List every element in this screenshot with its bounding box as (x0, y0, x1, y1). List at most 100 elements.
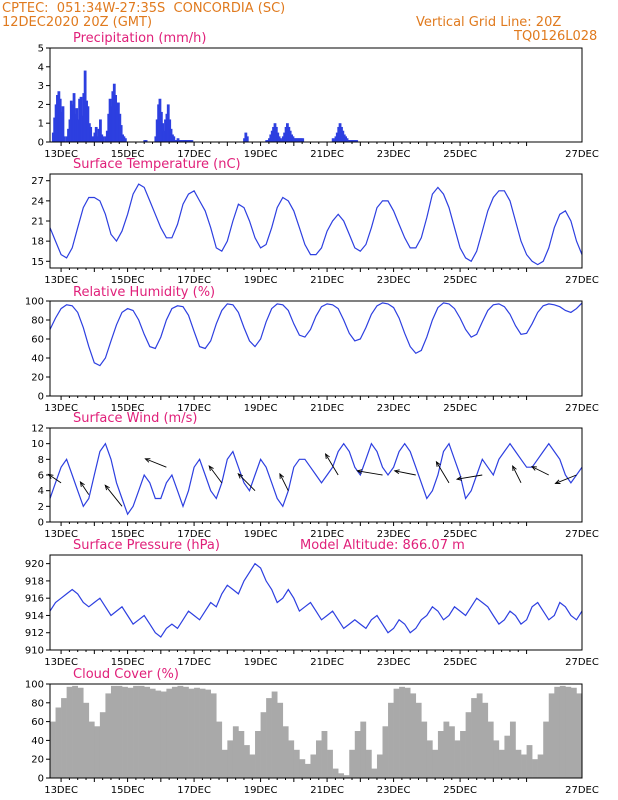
precip-x-tick-label: 27DEC (565, 149, 599, 160)
wind-vector-arrowhead (554, 479, 561, 484)
wind-vector-arrowhead (356, 469, 363, 474)
cloud-column (188, 688, 195, 778)
temp-y-tick-label: 15 (31, 257, 44, 268)
cloud-column (449, 726, 455, 778)
precip-bar (75, 108, 79, 142)
cloud-column (404, 687, 411, 778)
cloud-column (504, 735, 511, 778)
cloud-column (460, 731, 466, 778)
precip-bar (274, 126, 278, 142)
header-datetime: 12DEC2020 20Z (GMT) (2, 15, 153, 30)
cloud-x-tick-label: 25DEC (443, 785, 477, 796)
cloud-column (498, 749, 505, 778)
cloud-column (371, 768, 378, 778)
cloud-column (454, 740, 461, 778)
cloud-column (565, 686, 572, 778)
temp-y-tick-label: 21 (31, 217, 44, 228)
cloud-column (243, 745, 250, 778)
cloud-column (50, 721, 56, 778)
precip-bar (111, 91, 115, 142)
header-code: TQ0126L028 (514, 29, 598, 44)
precip-title: Precipitation (mm/h) (73, 31, 206, 46)
precip-bar (175, 140, 178, 142)
precip-bar (344, 136, 347, 142)
precip-y-tick-label: 0 (38, 138, 44, 149)
wind-x-tick-label: 21DEC (310, 529, 344, 540)
precip-bar (78, 98, 81, 142)
cloud-column (349, 749, 356, 778)
cloud-column (465, 712, 472, 778)
cloud-column (255, 731, 261, 778)
precip-bar (83, 70, 87, 142)
precip-bar (69, 100, 73, 142)
precip-bar (63, 136, 66, 142)
cloud-column (554, 686, 561, 778)
wind-vector-arrowhead (144, 458, 151, 463)
cloud-column (288, 740, 295, 778)
wind-x-tick-label: 23DEC (377, 529, 411, 540)
cloud-column (537, 754, 544, 778)
cloud-column (343, 775, 350, 778)
precip-bar (352, 140, 356, 142)
temp-y-tick-label: 18 (31, 237, 44, 248)
wind-y-tick-label: 4 (38, 486, 44, 497)
press-frame (49, 554, 583, 651)
cloud-column (61, 698, 67, 778)
wind-vector-arrow (436, 461, 450, 484)
cloud-column (321, 731, 328, 778)
cloud-column (570, 687, 577, 778)
cloud-column (471, 698, 478, 778)
cloud-column (515, 749, 522, 778)
wind-vector-arrow (80, 481, 90, 495)
precip-bar (341, 130, 345, 142)
cloud-column (543, 721, 550, 778)
cloud-column (171, 686, 178, 778)
precip-bar (180, 140, 184, 142)
wind-vector-arrow (48, 474, 62, 484)
precip-y-tick-label: 2 (38, 100, 44, 111)
cloud-column (316, 740, 322, 778)
press-x-tick-label: 25DEC (443, 657, 477, 668)
cloud-column (155, 690, 162, 778)
temp-x-tick-label: 13DEC (44, 275, 78, 286)
wind-y-tick-label: 2 (38, 502, 44, 513)
rh-x-tick-label: 17DEC (177, 403, 211, 414)
cloud-x-tick-label: 23DEC (377, 785, 411, 796)
precip-bar (355, 140, 359, 142)
precip-bar (245, 136, 249, 142)
cloud-column (310, 754, 317, 778)
wind-y-tick-label: 6 (38, 471, 44, 482)
cloud-column (393, 688, 400, 778)
wind-y-tick-label: 0 (38, 518, 44, 529)
cloud-column (415, 702, 422, 778)
press-title: Surface Pressure (hPa) (73, 538, 220, 553)
wind-vector-arrow (512, 465, 522, 484)
precip-bar (338, 123, 342, 142)
wind-y-tick-label: 10 (31, 439, 44, 450)
wind-vector-arrowhead (208, 465, 214, 471)
wind-vector-arrow (237, 473, 256, 491)
precip-bar (123, 138, 127, 142)
cloud-column (487, 721, 494, 778)
cloud-column (410, 693, 417, 778)
precip-bar (169, 128, 173, 142)
cloud-column (72, 685, 79, 778)
precip-bar (183, 140, 187, 142)
temp-x-tick-label: 21DEC (310, 275, 344, 286)
cloud-column (232, 726, 239, 778)
cloud-column (443, 721, 450, 778)
wind-vector-arrowhead (393, 469, 400, 474)
precip-bar (114, 95, 118, 142)
precip-bar (299, 138, 303, 142)
precip-bar (335, 132, 339, 142)
press-x-tick-label: 15DEC (111, 657, 145, 668)
press-x-tick-label: 13DEC (44, 657, 78, 668)
temp-x-tick-label: 25DEC (443, 275, 477, 286)
precip-bar (53, 117, 57, 142)
press-x-tick-label: 27DEC (565, 657, 599, 668)
wind-series-line (49, 442, 583, 516)
press-y-tick-label: 918 (25, 576, 44, 587)
cloud-column (221, 749, 228, 778)
wind-vector-arrow (104, 485, 123, 507)
wind-vector-arrowhead (79, 481, 85, 487)
